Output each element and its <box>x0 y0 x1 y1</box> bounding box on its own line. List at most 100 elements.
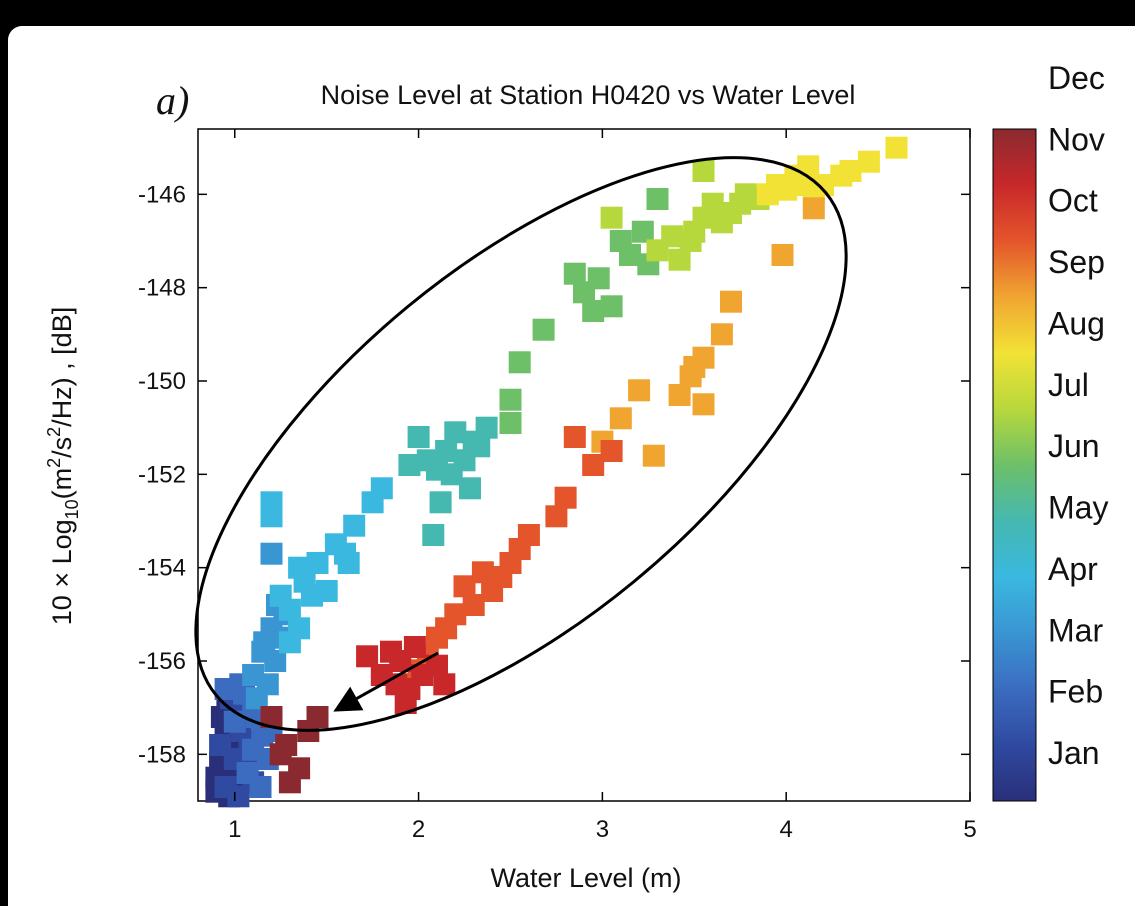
colorbar-label-jan: Jan <box>1048 735 1100 771</box>
data-point-oct-10 <box>471 561 494 584</box>
data-point-oct-2 <box>600 440 623 462</box>
data-point-sep-6 <box>668 384 691 406</box>
data-point-sep-8 <box>679 365 702 388</box>
data-point-aug-9 <box>839 160 862 182</box>
data-point-oct-1 <box>582 454 605 476</box>
y-label-part-3: /s <box>47 437 77 458</box>
data-point-oct-15 <box>426 626 448 649</box>
colorbar-labels: Jan Feb Mar Apr May Jun Jul Aug Sep Oct Nov Dec <box>1048 60 1108 771</box>
y-tick-label--154: -154 <box>138 555 186 582</box>
data-point-sep-9 <box>628 379 651 402</box>
data-point-may-jun-1 <box>407 426 430 448</box>
y-label-sup-2b: 2 <box>44 427 64 437</box>
data-point-apr-9 <box>260 542 283 565</box>
data-point-may-16 <box>337 552 360 574</box>
colorbar-label-aug: Aug <box>1048 306 1105 342</box>
data-point-oct-4 <box>545 505 568 528</box>
data-point-sep-2 <box>720 290 742 313</box>
cycle-direction-arrow <box>333 651 439 712</box>
y-axis-ticks: -158 -156 -154 -152 -150 -148 -146 <box>138 181 970 768</box>
data-point-jul-2 <box>661 225 684 248</box>
data-point-may-jun-8 <box>459 477 481 500</box>
data-point-sep-11 <box>642 444 665 467</box>
data-point-apr-8 <box>253 631 276 654</box>
y-axis-label: 10 × Log10(m2/s2/Hz) , [dB] <box>44 307 82 625</box>
x-axis-ticks: 1 2 3 4 5 <box>228 129 977 843</box>
data-point-aug-7 <box>812 174 834 196</box>
data-point-nov-0 <box>356 645 379 668</box>
data-point-sep-0 <box>802 197 825 220</box>
data-point-nov-10 <box>394 692 417 714</box>
data-point-feb-4 <box>209 734 232 756</box>
data-point-may-10 <box>315 580 338 602</box>
data-point-mar-10 <box>214 678 237 700</box>
data-point-jun-2 <box>508 351 531 374</box>
y-tick-label--146: -146 <box>138 181 186 208</box>
data-point-jun-11 <box>631 220 654 243</box>
data-point-oct-12 <box>453 575 476 598</box>
colorbar-label-dec: Dec <box>1048 60 1105 96</box>
y-tick-label--156: -156 <box>138 648 186 675</box>
data-point-jun-13 <box>646 188 669 210</box>
data-point-jun-3 <box>532 318 555 341</box>
data-point-may-jun-12 <box>422 524 445 546</box>
y-tick-label--148: -148 <box>138 275 186 302</box>
data-point-sep-1 <box>771 244 794 266</box>
data-point-may-jun-6 <box>444 421 467 444</box>
x-tick-label-2: 2 <box>412 816 425 843</box>
y-tick-label--158: -158 <box>138 741 186 768</box>
data-point-may-jun-11 <box>475 416 498 439</box>
data-point-oct-11 <box>462 594 485 616</box>
data-point-jun-10 <box>619 244 641 266</box>
colorbar-label-jul: Jul <box>1048 367 1089 403</box>
colorbar-label-feb: Feb <box>1048 674 1103 710</box>
data-point-may-jun-10 <box>468 435 491 458</box>
data-point-may-8 <box>288 556 311 579</box>
data-point-oct-0 <box>563 426 586 448</box>
colorbar-label-apr: Apr <box>1048 551 1098 587</box>
data-point-jun-0 <box>499 388 522 411</box>
data-point-may-jun-0 <box>398 454 421 476</box>
data-point-jun-4 <box>563 262 586 285</box>
y-label-part-1: 10 × Log <box>47 519 77 625</box>
colorbar-label-jun: Jun <box>1048 428 1100 464</box>
data-point-jul-7 <box>679 230 702 252</box>
data-point-dec-6 <box>269 743 292 766</box>
data-point-may-jun-13 <box>440 463 463 486</box>
data-point-sep-10 <box>609 407 632 430</box>
scatter-chart: a) Noise Level at Station H0420 vs Water… <box>44 60 1108 893</box>
data-point-apr-6 <box>245 687 268 710</box>
data-point-jul-6 <box>701 192 724 215</box>
data-point-may-jun-5 <box>435 440 458 462</box>
x-tick-label-1: 1 <box>228 816 241 843</box>
data-point-dec-4 <box>306 706 329 728</box>
data-point-sep-7 <box>692 393 715 416</box>
data-point-jun-1 <box>499 412 522 434</box>
x-tick-label-3: 3 <box>596 816 609 843</box>
data-point-jun-6 <box>582 300 605 322</box>
colorbar-label-nov: Nov <box>1048 121 1105 157</box>
data-point-nov-7 <box>426 654 448 677</box>
data-point-jun-8 <box>587 267 610 290</box>
x-axis-label: Water Level (m) <box>490 863 681 893</box>
y-label-part-2: (m <box>47 468 77 499</box>
data-point-aug-11 <box>885 136 908 159</box>
data-point-oct-3 <box>554 486 577 509</box>
data-point-dec-5 <box>278 771 301 794</box>
data-point-may-1 <box>260 505 283 528</box>
colorbar-label-sep: Sep <box>1048 244 1105 280</box>
colorbar: Jan Feb Mar Apr May Jun Jul Aug Sep Oct Nov Dec <box>992 60 1108 802</box>
data-point-may-3 <box>278 598 301 621</box>
y-tick-label--150: -150 <box>138 368 186 395</box>
y-label-sub-10: 10 <box>62 499 82 519</box>
data-point-mar-11 <box>249 776 272 798</box>
data-point-dec-0 <box>260 706 283 728</box>
y-label-part-4: /Hz) , [dB] <box>47 307 77 427</box>
chart-title: Noise Level at Station H0420 vs Water Le… <box>321 80 856 110</box>
data-point-jul-13 <box>692 160 715 182</box>
plot-area <box>194 128 971 808</box>
colorbar-scale <box>992 128 1037 802</box>
figure-canvas: a) Noise Level at Station H0420 vs Water… <box>8 26 1135 906</box>
colorbar-label-mar: Mar <box>1048 612 1103 648</box>
data-point-jun-7 <box>600 295 623 318</box>
